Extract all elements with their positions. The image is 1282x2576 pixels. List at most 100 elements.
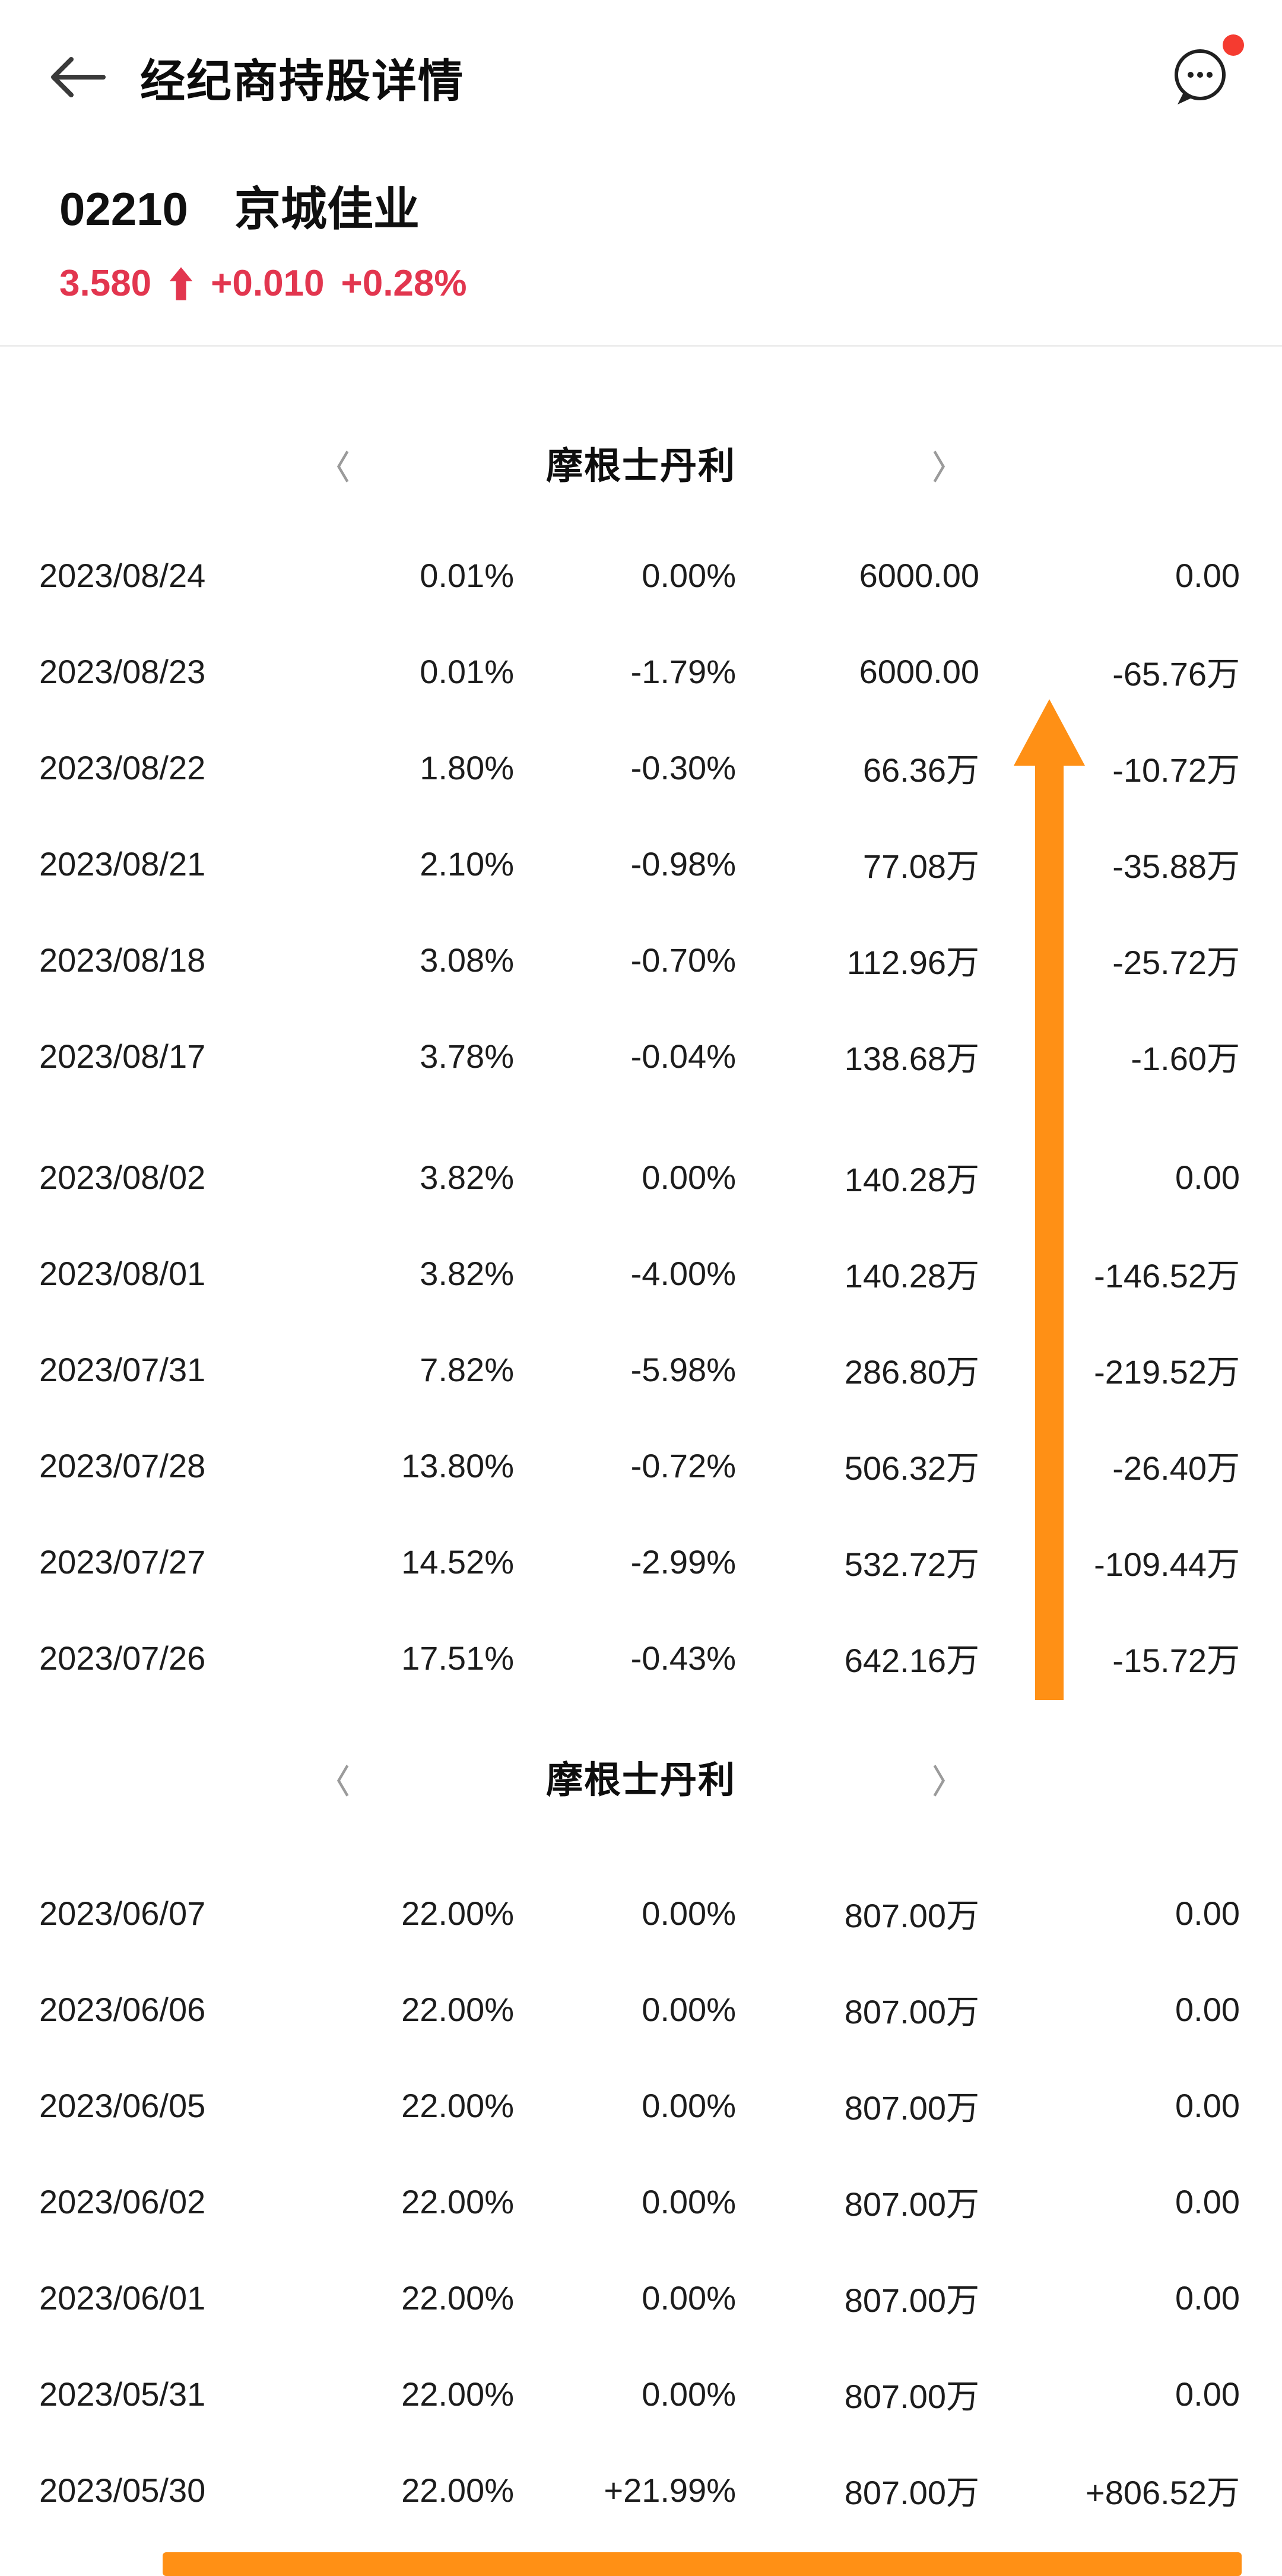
value-cell: 22.00% bbox=[401, 2471, 514, 2509]
value-cell: 22.00% bbox=[401, 2279, 514, 2317]
value-cell: 6000.00 bbox=[859, 652, 979, 690]
value-cell: -0.98% bbox=[630, 845, 736, 883]
chevron-right-icon[interactable] bbox=[926, 447, 952, 486]
date-cell: 2023/07/31 bbox=[39, 1350, 206, 1388]
value-cell: -0.04% bbox=[630, 1037, 736, 1075]
table-row: 2023/08/01 3.82% -4.00% 140.28万 -146.52万 bbox=[0, 1225, 1282, 1321]
date-cell: 2023/07/26 bbox=[39, 1639, 206, 1677]
value-cell: 0.00% bbox=[642, 1894, 736, 1932]
page-title: 经纪商持股详情 bbox=[140, 56, 464, 107]
value-cell: 138.68万 bbox=[844, 1039, 979, 1077]
value-cell: 0.00 bbox=[1175, 1990, 1240, 2028]
back-arrow-icon bbox=[51, 57, 106, 97]
table-row: 2023/08/22 1.80% -0.30% 66.36万 -10.72万 bbox=[0, 719, 1282, 816]
value-cell: 6000.00 bbox=[859, 556, 979, 594]
table-row: 2023/06/05 22.00% 0.00% 807.00万 0.00 bbox=[0, 2057, 1282, 2153]
table-row: 2023/08/23 0.01% -1.79% 6000.00 -65.76万 bbox=[0, 623, 1282, 719]
table-row: 2023/06/07 22.00% 0.00% 807.00万 0.00 bbox=[0, 1865, 1282, 1961]
holdings-table-2: 2023/06/07 22.00% 0.00% 807.00万 0.00 2023/06/… bbox=[0, 1865, 1282, 2538]
value-cell: 22.00% bbox=[401, 2086, 514, 2124]
value-cell: 2.10% bbox=[420, 845, 514, 883]
date-cell: 2023/05/31 bbox=[39, 2375, 206, 2413]
stock-code: 02210 bbox=[59, 183, 188, 235]
up-arrow-icon bbox=[168, 266, 194, 302]
value-cell: 22.00% bbox=[401, 2375, 514, 2413]
stock-change-pct: +0.28% bbox=[341, 263, 467, 304]
broker-name: 摩根士丹利 bbox=[545, 446, 736, 487]
table-row: 2023/07/27 14.52% -2.99% 532.72万 -109.44万 bbox=[0, 1514, 1282, 1610]
date-cell: 2023/08/18 bbox=[39, 941, 206, 979]
table-row: 2023/06/02 22.00% 0.00% 807.00万 0.00 bbox=[0, 2153, 1282, 2250]
value-cell: 3.82% bbox=[420, 1254, 514, 1292]
value-cell: 0.00% bbox=[642, 1990, 736, 2028]
value-cell: 807.00万 bbox=[844, 2473, 979, 2511]
value-cell: 14.52% bbox=[401, 1543, 514, 1581]
table-row: 2023/06/01 22.00% 0.00% 807.00万 0.00 bbox=[0, 2250, 1282, 2346]
chevron-left-icon[interactable] bbox=[330, 447, 356, 486]
date-cell: 2023/07/27 bbox=[39, 1543, 206, 1581]
stock-price: 3.580 bbox=[59, 263, 152, 304]
stock-identity: 02210 京城佳业 bbox=[59, 172, 1223, 239]
value-cell: 807.00万 bbox=[844, 2377, 979, 2415]
broker-pager-1: 摩根士丹利 bbox=[0, 442, 1282, 491]
table-row: 2023/05/30 22.00% +21.99% 807.00万 +806.52万 bbox=[0, 2442, 1282, 2538]
value-cell: 3.78% bbox=[420, 1037, 514, 1075]
chevron-left-icon[interactable] bbox=[330, 1761, 356, 1800]
value-cell: 0.00% bbox=[642, 2375, 736, 2413]
table-row: 2023/08/02 3.82% 0.00% 140.28万 0.00 bbox=[0, 1129, 1282, 1225]
value-cell: -35.88万 bbox=[1112, 847, 1240, 885]
value-cell: 0.00% bbox=[642, 1158, 736, 1196]
value-cell: -65.76万 bbox=[1112, 655, 1240, 693]
value-cell: -26.40万 bbox=[1112, 1449, 1240, 1487]
table-row: 2023/08/18 3.08% -0.70% 112.96万 -25.72万 bbox=[0, 912, 1282, 1008]
value-cell: 807.00万 bbox=[844, 1993, 979, 2031]
value-cell: 532.72万 bbox=[844, 1545, 979, 1583]
chevron-right-icon[interactable] bbox=[926, 1761, 952, 1800]
date-cell: 2023/08/23 bbox=[39, 652, 206, 690]
date-cell: 2023/08/17 bbox=[39, 1037, 206, 1075]
table-row: 2023/07/28 13.80% -0.72% 506.32万 -26.40万 bbox=[0, 1417, 1282, 1514]
value-cell: 0.00% bbox=[642, 2182, 736, 2220]
date-cell: 2023/05/30 bbox=[39, 2471, 206, 2509]
value-cell: -0.72% bbox=[630, 1446, 736, 1484]
value-cell: 22.00% bbox=[401, 1894, 514, 1932]
value-cell: 506.32万 bbox=[844, 1449, 979, 1487]
date-cell: 2023/08/21 bbox=[39, 845, 206, 883]
value-cell: -10.72万 bbox=[1112, 751, 1240, 789]
value-cell: 807.00万 bbox=[844, 2281, 979, 2319]
table-row: 2023/08/24 0.01% 0.00% 6000.00 0.00 bbox=[0, 527, 1282, 623]
chat-button[interactable] bbox=[1166, 34, 1244, 108]
value-cell: -109.44万 bbox=[1094, 1545, 1240, 1583]
value-cell: 0.00 bbox=[1175, 1894, 1240, 1932]
table-row: 2023/06/06 22.00% 0.00% 807.00万 0.00 bbox=[0, 1961, 1282, 2057]
value-cell: 0.00% bbox=[642, 556, 736, 594]
highlight-bar bbox=[163, 2552, 1242, 2576]
value-cell: -0.43% bbox=[630, 1639, 736, 1677]
value-cell: 0.00 bbox=[1175, 556, 1240, 594]
value-cell: 13.80% bbox=[401, 1446, 514, 1484]
value-cell: 0.00 bbox=[1175, 1158, 1240, 1196]
value-cell: +806.52万 bbox=[1086, 2473, 1240, 2511]
back-button[interactable] bbox=[47, 53, 107, 101]
divider bbox=[0, 345, 1282, 347]
value-cell: +21.99% bbox=[604, 2471, 736, 2509]
table-row: 2023/08/17 3.78% -0.04% 138.68万 -1.60万 bbox=[0, 1008, 1282, 1104]
broker-name: 摩根士丹利 bbox=[545, 1760, 736, 1801]
value-cell: 1.80% bbox=[420, 748, 514, 786]
value-cell: 0.00 bbox=[1175, 2086, 1240, 2124]
date-cell: 2023/06/02 bbox=[39, 2182, 206, 2220]
date-cell: 2023/06/05 bbox=[39, 2086, 206, 2124]
date-cell: 2023/08/01 bbox=[39, 1254, 206, 1292]
value-cell: 807.00万 bbox=[844, 2185, 979, 2223]
chat-icon bbox=[1175, 49, 1226, 104]
date-cell: 2023/08/24 bbox=[39, 556, 206, 594]
value-cell: 3.82% bbox=[420, 1158, 514, 1196]
value-cell: -0.30% bbox=[630, 748, 736, 786]
date-cell: 2023/06/07 bbox=[39, 1894, 206, 1932]
table-row: 2023/07/26 17.51% -0.43% 642.16万 -15.72万 bbox=[0, 1610, 1282, 1706]
value-cell: -15.72万 bbox=[1112, 1641, 1240, 1679]
value-cell: 140.28万 bbox=[844, 1160, 979, 1198]
value-cell: -0.70% bbox=[630, 941, 736, 979]
value-cell: 66.36万 bbox=[862, 751, 979, 789]
stock-header: 02210 京城佳业 3.580 +0.010 +0.28% bbox=[0, 172, 1282, 304]
